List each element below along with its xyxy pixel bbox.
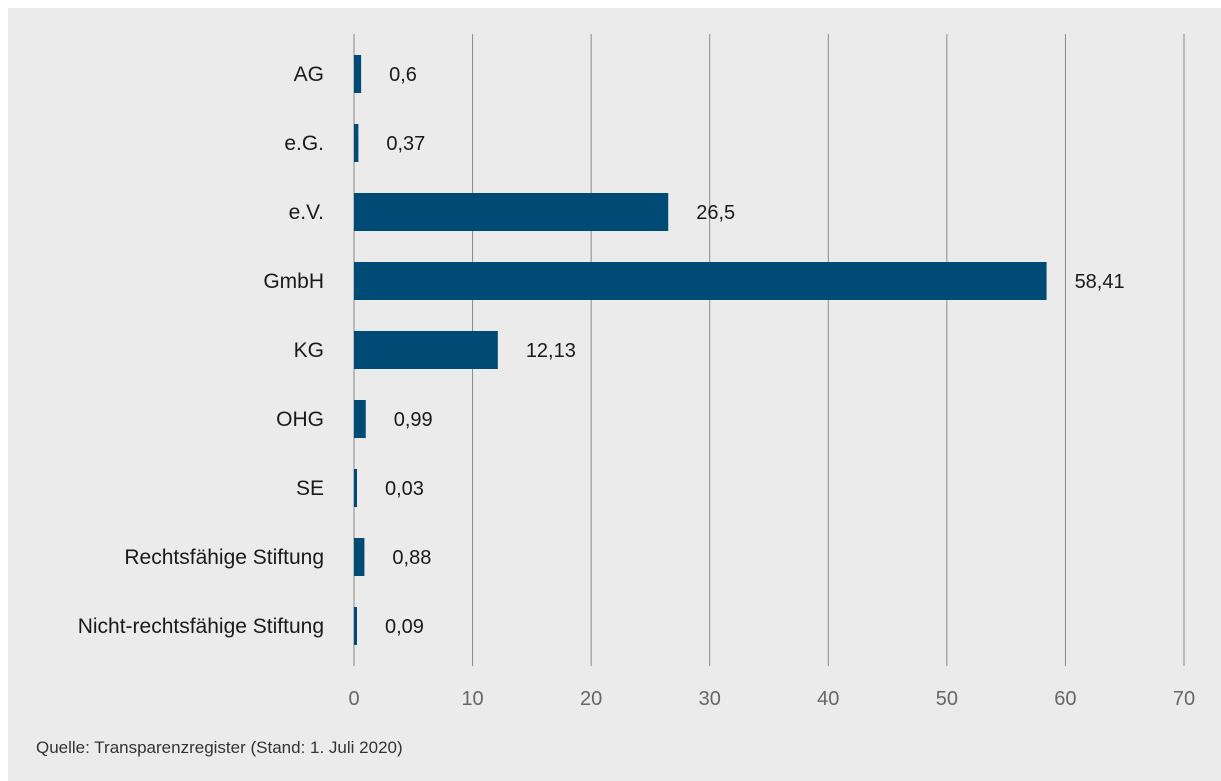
x-tick-label-10: 10 [461,688,483,710]
x-tick-label-40: 40 [817,688,839,710]
category-label-6: SE [296,477,324,500]
category-label-1: e.G. [284,132,324,155]
x-tick-label-70: 70 [1173,688,1195,710]
bar-1 [354,124,359,162]
category-label-8: Nicht-rechtsfähige Stiftung [78,615,324,638]
x-tick-label-50: 50 [936,688,958,710]
value-label-8: 0,09 [385,616,424,638]
bar-5 [354,400,366,438]
value-label-2: 26,5 [696,202,735,224]
value-label-1: 0,37 [386,133,425,155]
category-label-2: e.V. [289,201,324,224]
chart-panel [8,8,1221,781]
value-label-3: 58,41 [1075,271,1125,293]
x-tick-label-20: 20 [580,688,602,710]
value-label-7: 0,88 [392,547,431,569]
value-label-5: 0,99 [394,409,433,431]
source-note: Quelle: Transparenzregister (Stand: 1. J… [36,738,403,757]
bar-6 [354,469,357,507]
bar-4 [354,331,498,369]
value-label-0: 0,6 [389,64,417,86]
bar-3 [354,262,1047,300]
bar-7 [354,538,365,576]
value-label-4: 12,13 [526,340,576,362]
x-tick-label-60: 60 [1054,688,1076,710]
category-label-3: GmbH [263,270,324,293]
bar-8 [354,607,357,645]
x-tick-label-0: 0 [348,688,359,710]
bar-2 [354,193,669,231]
value-label-6: 0,03 [385,478,424,500]
category-label-4: KG [294,339,324,362]
category-label-5: OHG [276,408,324,431]
bar-0 [354,55,362,93]
category-label-0: AG [294,63,324,86]
x-tick-label-30: 30 [699,688,721,710]
category-label-7: Rechtsfähige Stiftung [124,546,324,569]
